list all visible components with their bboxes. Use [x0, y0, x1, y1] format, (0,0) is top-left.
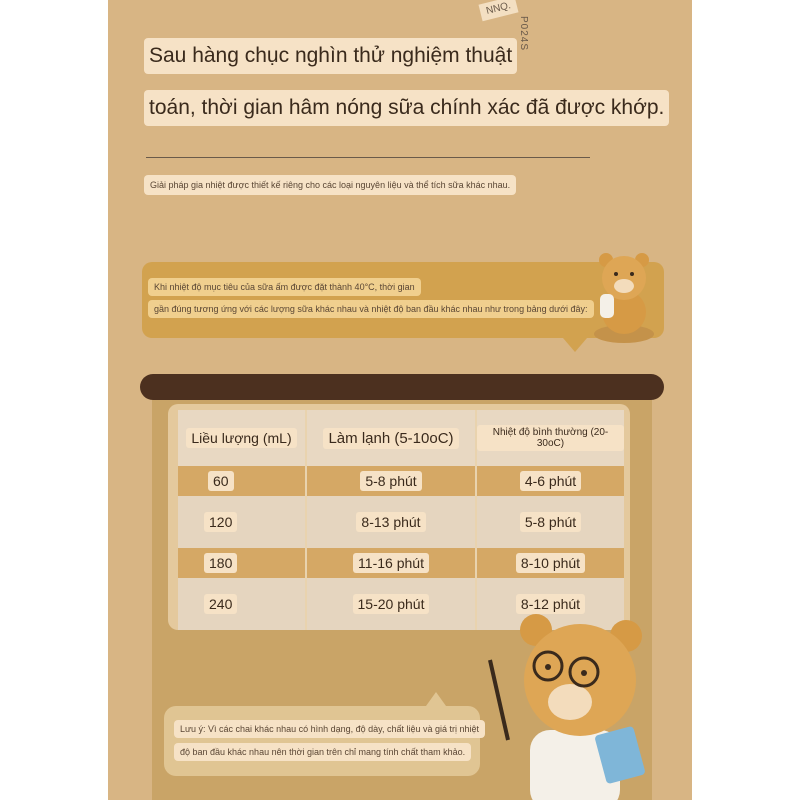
intro-line-1: Khi nhiệt độ mục tiêu của sữa ấm được đặ… — [148, 278, 421, 296]
normal-time-cell: 4-6 phút — [519, 471, 582, 491]
table-header-bar — [140, 374, 664, 400]
cold-time-cell: 8-13 phút — [356, 512, 426, 532]
table-header-row: Liều lượng (mL) Làm lạnh (5-10oC) Nhiệt … — [178, 410, 624, 466]
warming-time-table: Liều lượng (mL) Làm lạnh (5-10oC) Nhiệt … — [178, 410, 624, 630]
normal-time-cell: 8-12 phút — [515, 594, 586, 614]
bear-drinking-milk-illustration — [594, 253, 654, 343]
dose-cell: 240 — [204, 594, 238, 614]
intro-line-2: gần đúng tương ứng với các lượng sữa khá… — [148, 300, 594, 318]
normal-time-cell: 5-8 phút — [519, 512, 582, 532]
subtitle: Giải pháp gia nhiệt được thiết kế riêng … — [144, 175, 517, 195]
header-cold: Làm lạnh (5-10oC) — [323, 427, 459, 449]
cold-time-cell: 15-20 phút — [352, 594, 430, 614]
stamp-label: NNQ. — [478, 0, 519, 22]
dose-cell: 120 — [204, 512, 238, 532]
stamp-code: P024S — [518, 16, 529, 52]
divider — [146, 157, 590, 158]
bear-teacher-illustration — [488, 614, 645, 800]
note-line-2: độ ban đầu khác nhau nên thời gian trên … — [174, 743, 472, 761]
headline-line-2: toán, thời gian hâm nóng sữa chính xác đ… — [144, 90, 670, 126]
table-row: 120 8-13 phút 5-8 phút — [178, 496, 624, 548]
normal-time-cell: 8-10 phút — [515, 553, 586, 573]
cold-time-cell: 11-16 phút — [353, 553, 429, 573]
table-row: 180 11-16 phút 8-10 phút — [178, 548, 624, 578]
bubble-tail — [563, 338, 587, 352]
table-row: 60 5-8 phút 4-6 phút — [178, 466, 624, 496]
infographic: NNQ. P024S Sau hàng chục nghìn thử nghiệ… — [108, 0, 692, 800]
header-normal: Nhiệt độ bình thường (20-30oC) — [477, 425, 624, 451]
header-dose: Liều lượng (mL) — [186, 428, 297, 448]
table-row: 240 15-20 phút 8-12 phút — [178, 578, 624, 630]
note-bubble — [164, 706, 480, 776]
headline-line-1: Sau hàng chục nghìn thử nghiệm thuật — [144, 38, 518, 74]
note-bubble-tail — [426, 692, 446, 706]
note-line-1: Lưu ý: Vì các chai khác nhau có hình dạn… — [174, 720, 486, 738]
dose-cell: 180 — [204, 553, 238, 573]
cold-time-cell: 5-8 phút — [360, 471, 422, 491]
dose-cell: 60 — [208, 471, 234, 491]
